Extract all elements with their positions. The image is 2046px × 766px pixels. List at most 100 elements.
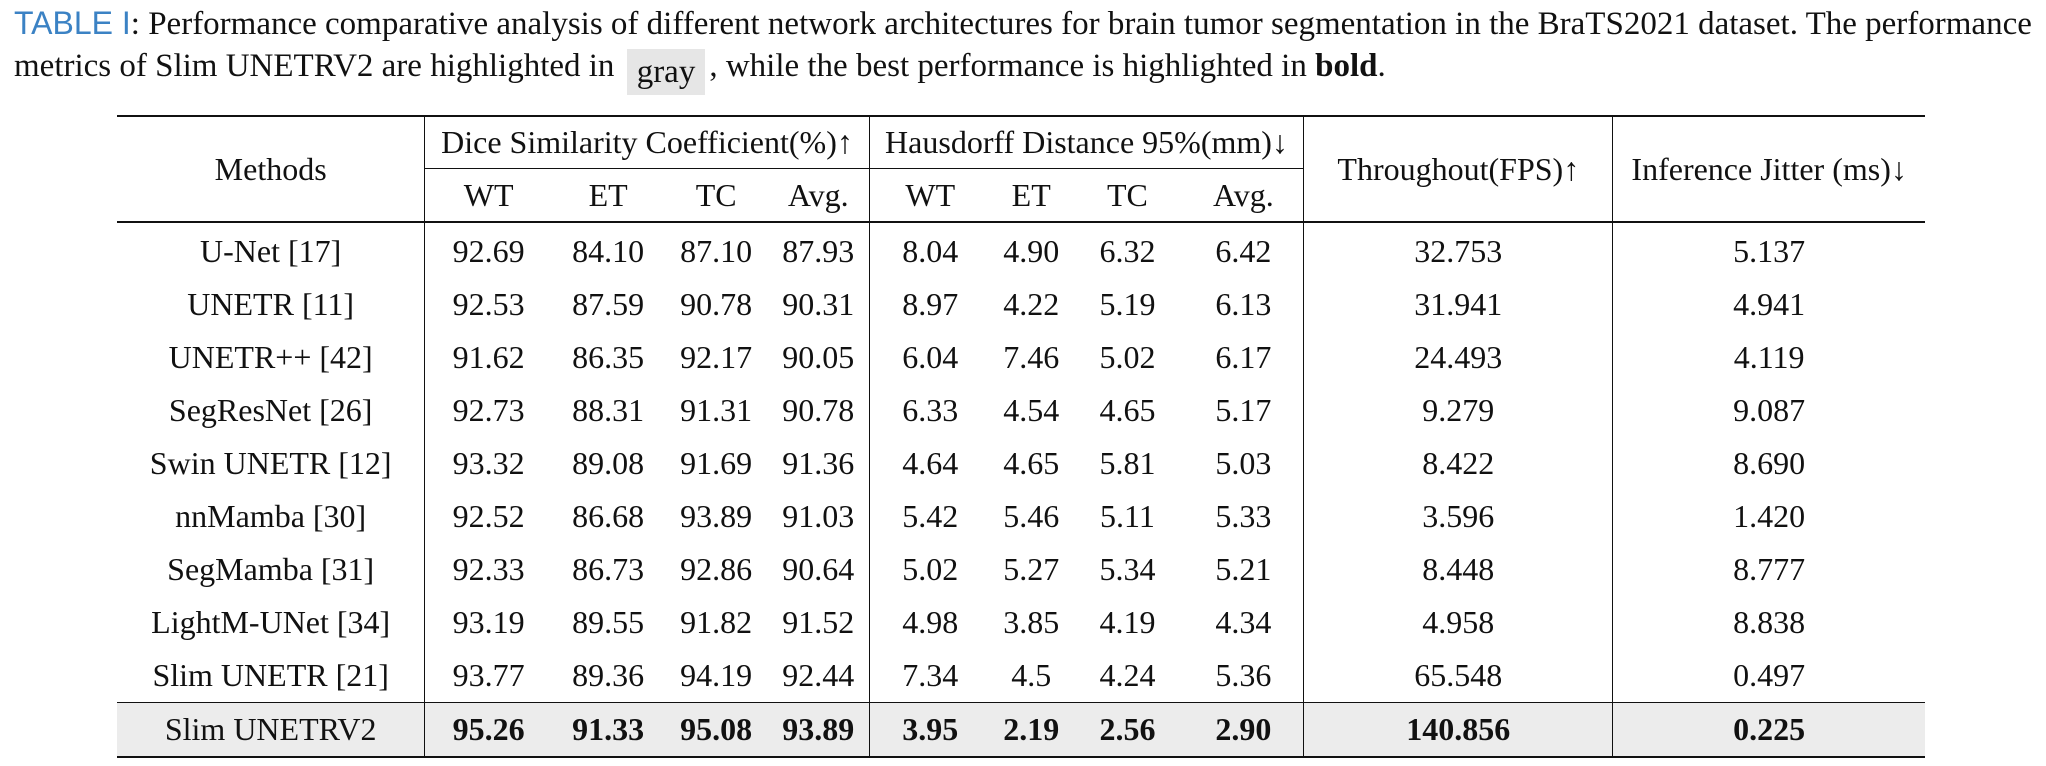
value-cell: 90.05: [782, 339, 855, 375]
value-cell: 2.19: [990, 702, 1072, 758]
value-cell: 89.36: [572, 657, 645, 693]
value-cell: 1.420: [1612, 490, 1925, 543]
header-throughput: Throughout(FPS)↑: [1303, 115, 1613, 223]
value-cell: 91.31: [680, 392, 753, 428]
header-inference-jitter: Inference Jitter (ms)↓: [1612, 115, 1925, 223]
value-cell: 0.225: [1612, 702, 1925, 758]
method-cell: U-Net [17]: [200, 233, 342, 269]
table-row: U-Net [17] 92.69 84.10 87.10 87.93 8.04 …: [117, 222, 1925, 278]
value-cell: 90.78: [782, 392, 855, 428]
method-cell: UNETR [11]: [187, 286, 355, 322]
value-cell: 5.27: [1003, 551, 1060, 587]
subheader-dice-et: ET: [551, 168, 665, 223]
caption-bold-sample: bold: [1315, 48, 1378, 84]
value-cell: 2.56: [1071, 702, 1184, 758]
results-table: Methods Dice Similarity Coefficient(%)↑ …: [117, 115, 1925, 758]
value-cell: 8.448: [1303, 543, 1613, 596]
value-cell: 4.958: [1303, 596, 1613, 649]
value-cell: 87.93: [782, 233, 855, 269]
value-cell: 24.493: [1303, 331, 1613, 384]
value-cell: 90.64: [782, 551, 855, 587]
method-cell: UNETR++ [42]: [168, 339, 373, 375]
value-cell: 5.34: [1099, 551, 1156, 587]
value-cell: 5.46: [1003, 498, 1060, 534]
value-cell: 9.087: [1612, 384, 1925, 437]
caption-text-3: .: [1377, 48, 1386, 84]
value-cell: 92.17: [680, 339, 753, 375]
value-cell: 7.34: [868, 649, 991, 703]
subheader-dice-wt: WT: [424, 168, 552, 223]
table-row: UNETR++ [42] 91.62 86.35 92.17 90.05 6.0…: [117, 331, 1925, 384]
value-cell: 5.81: [1099, 445, 1156, 481]
value-cell: 4.24: [1099, 657, 1156, 693]
value-cell: 91.36: [782, 445, 855, 481]
method-cell: LightM-UNet [34]: [151, 604, 391, 640]
value-cell: 6.13: [1215, 286, 1272, 322]
value-cell: 87.59: [572, 286, 645, 322]
caption-text-1: : Performance comparative analysis of di…: [14, 6, 2032, 84]
caption-text-2: , while the best performance is highligh…: [709, 48, 1316, 84]
header-dice-group: Dice Similarity Coefficient(%)↑: [424, 115, 870, 169]
value-cell: 5.11: [1100, 498, 1155, 534]
table-row: Slim UNETR [21] 93.77 89.36 94.19 92.44 …: [117, 649, 1925, 703]
value-cell: 90.78: [680, 286, 753, 322]
method-cell: Slim UNETR [21]: [152, 657, 389, 693]
table-row: nnMamba [30] 92.52 86.68 93.89 91.03 5.4…: [117, 490, 1925, 543]
value-cell: 6.32: [1099, 233, 1156, 269]
caption-gray-sample: gray: [626, 49, 706, 95]
value-cell: 4.941: [1612, 278, 1925, 331]
method-cell: SegResNet [26]: [168, 392, 373, 428]
value-cell: 89.08: [572, 445, 645, 481]
subheader-hd95-wt: WT: [868, 168, 991, 223]
value-cell: 86.73: [572, 551, 645, 587]
value-cell: 31.941: [1303, 278, 1613, 331]
value-cell: 3.596: [1303, 490, 1613, 543]
value-cell: 8.838: [1612, 596, 1925, 649]
caption-label: TABLE I: [14, 5, 131, 41]
value-cell: 4.65: [1099, 392, 1156, 428]
value-cell: 7.46: [1003, 339, 1060, 375]
table-caption: TABLE I: Performance comparative analysi…: [14, 2, 2042, 95]
value-cell: 4.34: [1215, 604, 1272, 640]
subheader-dice-tc: TC: [664, 168, 768, 223]
value-cell: 90.31: [782, 286, 855, 322]
value-cell: 6.04: [868, 331, 991, 384]
header-methods: Methods: [117, 115, 425, 223]
value-cell: 91.03: [782, 498, 855, 534]
value-cell: 92.44: [782, 657, 855, 693]
value-cell: 91.33: [551, 702, 665, 758]
value-cell: 2.90: [1183, 702, 1304, 758]
value-cell: 8.777: [1612, 543, 1925, 596]
value-cell: 87.10: [680, 233, 753, 269]
value-cell: 92.73: [424, 384, 552, 437]
value-cell: 91.62: [424, 331, 552, 384]
subheader-hd95-avg: Avg.: [1183, 168, 1304, 223]
header-hd95-group: Hausdorff Distance 95%(mm)↓: [868, 115, 1304, 169]
value-cell: 4.119: [1612, 331, 1925, 384]
value-cell: 65.548: [1303, 649, 1613, 703]
value-cell: 92.69: [424, 222, 552, 278]
value-cell: 89.55: [572, 604, 645, 640]
value-cell: 8.422: [1303, 437, 1613, 490]
value-cell: 4.90: [1003, 233, 1060, 269]
value-cell: 3.95: [868, 702, 991, 758]
value-cell: 4.64: [868, 437, 991, 490]
value-cell: 84.10: [572, 233, 645, 269]
value-cell: 5.42: [868, 490, 991, 543]
value-cell: 91.69: [680, 445, 753, 481]
table-row: SegMamba [31] 92.33 86.73 92.86 90.64 5.…: [117, 543, 1925, 596]
value-cell: 5.36: [1215, 657, 1272, 693]
value-cell: 6.33: [868, 384, 991, 437]
value-cell: 5.21: [1215, 551, 1272, 587]
value-cell: 86.35: [572, 339, 645, 375]
value-cell: 5.137: [1612, 222, 1925, 278]
value-cell: 91.52: [782, 604, 855, 640]
value-cell: 4.54: [1003, 392, 1060, 428]
table-row: Swin UNETR [12] 93.32 89.08 91.69 91.36 …: [117, 437, 1925, 490]
method-cell: SegMamba [31]: [167, 551, 375, 587]
value-cell: 5.02: [868, 543, 991, 596]
value-cell: 5.33: [1215, 498, 1272, 534]
value-cell: 93.77: [424, 649, 552, 703]
table-row: SegResNet [26] 92.73 88.31 91.31 90.78 6…: [117, 384, 1925, 437]
value-cell: 6.42: [1215, 233, 1272, 269]
